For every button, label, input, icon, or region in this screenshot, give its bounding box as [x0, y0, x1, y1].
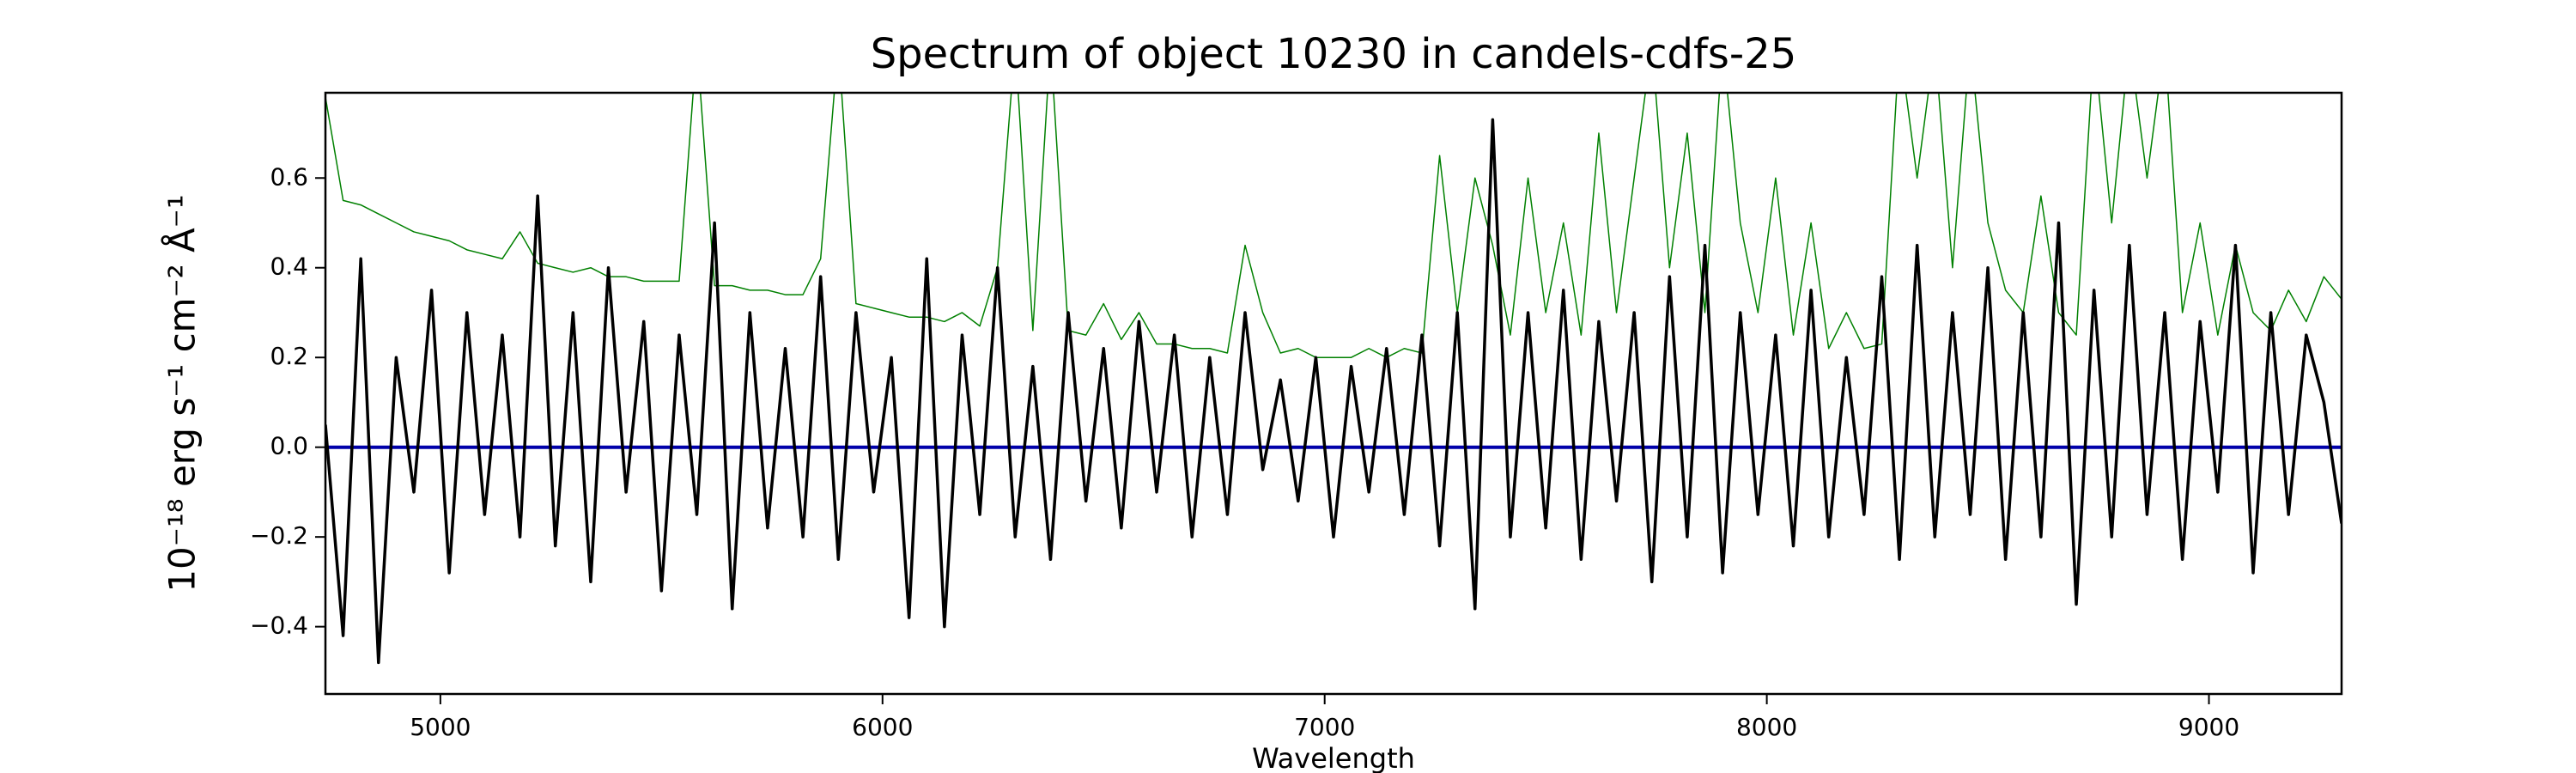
x-tick-label: 9000	[2178, 713, 2239, 741]
y-tick-label: 0.4	[270, 253, 308, 281]
y-tick-label: 0.6	[270, 162, 308, 191]
series-line	[325, 93, 2342, 358]
x-tick-label: 5000	[410, 713, 471, 741]
plot-area	[325, 93, 2342, 665]
y-tick-label: −0.4	[250, 612, 308, 640]
x-tick-label: 6000	[852, 713, 913, 741]
y-axis-label: 10⁻¹⁸ erg s⁻¹ cm⁻² Å⁻¹	[161, 194, 204, 592]
series-line	[325, 118, 2342, 665]
x-axis-label: Wavelength	[1252, 742, 1415, 773]
chart-title: Spectrum of object 10230 in candels-cdfs…	[871, 30, 1797, 78]
plot-frame	[324, 91, 2343, 696]
y-tick-label: −0.2	[250, 521, 308, 550]
x-tick-label: 8000	[1736, 713, 1797, 741]
x-tick-label: 7000	[1294, 713, 1355, 741]
y-tick-label: 0.0	[270, 432, 308, 460]
y-tick-label: 0.2	[270, 342, 308, 370]
